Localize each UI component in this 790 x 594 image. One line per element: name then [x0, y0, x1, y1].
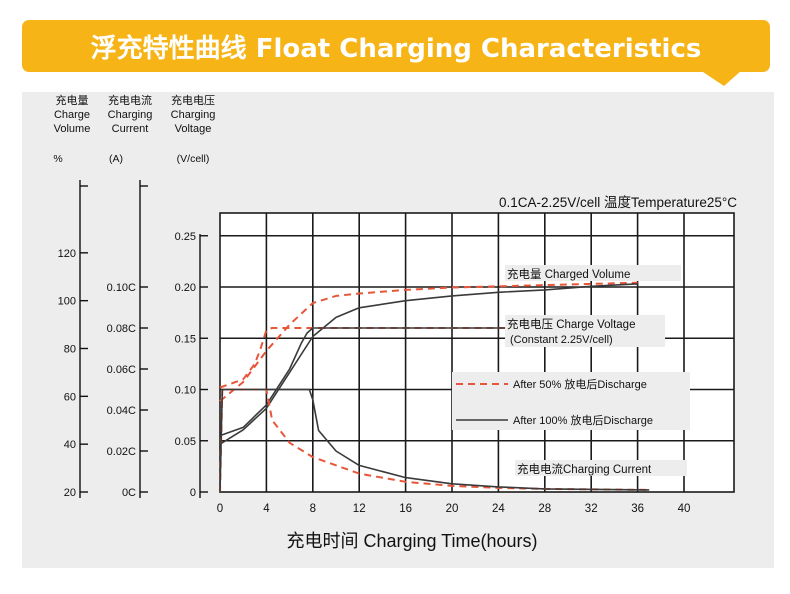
y-axis-label-voltage: 充电电压 [171, 93, 215, 107]
x-tick-label: 16 [399, 503, 412, 515]
y-tick-label-volume: 100 [58, 296, 76, 308]
y-tick-label-voltage: 0.20 [175, 282, 196, 294]
label-backing-volume [505, 265, 681, 281]
y-axis-label-volume: 充电量 [56, 93, 89, 107]
y-tick-label-volume: 120 [58, 248, 76, 260]
condition-label: 0.1CA-2.25V/cell 温度Temperature25°C [499, 195, 737, 210]
legend-label-dashed: After 50% 放电后Discharge [513, 377, 647, 391]
x-tick-label: 0 [217, 503, 223, 515]
series-line-volume-solid [219, 283, 638, 445]
plot-frame [219, 212, 735, 493]
y-axis-label-current: Charging [108, 109, 153, 121]
series-layer [219, 281, 650, 493]
series-line-voltage-dashed [219, 327, 650, 389]
x-tick-label: 24 [492, 503, 505, 515]
legend: After 50% 放电后Discharge After 100% 放电后Dis… [452, 372, 690, 430]
x-axis-label: 充电时间 Charging Time(hours) [286, 531, 537, 551]
y-axis-unit-current: (A) [109, 153, 123, 165]
y-axes: 充电量 Charge Volume% 20 40 60 80 100 120 充电电流 Chargi… [53, 93, 215, 499]
y-axis-label-volume: Volume [54, 123, 91, 135]
y-tick-label-volume: 80 [64, 344, 76, 356]
y-tick-label-voltage: 0.10 [175, 385, 196, 397]
x-tick-label: 36 [631, 503, 644, 515]
y-tick-label-volume: 20 [64, 487, 76, 499]
x-tick-label: 32 [585, 503, 598, 515]
y-tick-label-current: 0.06C [107, 364, 136, 376]
x-tick-label: 40 [678, 503, 691, 515]
series-line-current-dashed [219, 388, 650, 493]
label-backing-voltage [505, 315, 665, 347]
curve-label-volume: 充电量 Charged Volume [507, 267, 630, 281]
y-axis-label-current: 充电电流 [108, 93, 152, 107]
y-tick-label-volume: 60 [64, 391, 76, 403]
y-axis-label-current: Current [112, 123, 149, 135]
y-tick-label-current: 0.10C [107, 282, 136, 294]
y-tick-label-voltage: 0.25 [175, 231, 196, 243]
title-banner-tail [700, 70, 742, 86]
curve-label-voltage: 充电电压 Charge Voltage [507, 317, 635, 331]
y-axis-label-voltage: Voltage [175, 123, 212, 135]
series-line-current-solid [219, 388, 650, 493]
plot-grid [219, 212, 735, 493]
page-title: 浮充特性曲线 Float Charging Characteristics [91, 33, 702, 64]
legend-label-solid: After 100% 放电后Discharge [513, 413, 653, 427]
x-axis: 0 4 8 12 16 20 24 28 32 36 40 [217, 503, 691, 515]
y-axis-unit-voltage: (V/cell) [177, 153, 210, 165]
title-banner-shape [22, 20, 770, 72]
y-tick-label-voltage: 0.15 [175, 333, 196, 345]
x-tick-label: 20 [446, 503, 459, 515]
y-axis-label-volume: Charge [54, 109, 90, 121]
curve-label-voltage-constant: (Constant 2.25V/cell) [510, 334, 613, 346]
y-tick-label-current: 0C [122, 487, 136, 499]
y-tick-label-volume: 40 [64, 439, 76, 451]
y-axis-label-voltage: Charging [171, 109, 216, 121]
y-tick-label-current: 0.08C [107, 323, 136, 335]
y-tick-label-current: 0.04C [107, 405, 136, 417]
curve-label-current: 充电电流Charging Current [517, 462, 652, 476]
x-tick-label: 4 [263, 503, 270, 515]
title-banner: 浮充特性曲线 Float Charging Characteristics [22, 20, 770, 86]
y-tick-label-voltage: 0.05 [175, 436, 196, 448]
y-tick-label-voltage: 0 [190, 487, 196, 499]
x-tick-label: 8 [310, 503, 316, 515]
label-backing-current [515, 460, 687, 476]
series-line-volume-dashed [219, 281, 638, 402]
series-line-voltage-solid [219, 327, 650, 437]
curve-labels: 充电量 Charged Volume 充电电压 Charge Voltage (… [505, 265, 687, 476]
x-tick-label: 12 [353, 503, 366, 515]
y-axis-unit-volume: % [53, 153, 62, 165]
x-tick-label: 28 [538, 503, 551, 515]
y-tick-label-current: 0.02C [107, 446, 136, 458]
